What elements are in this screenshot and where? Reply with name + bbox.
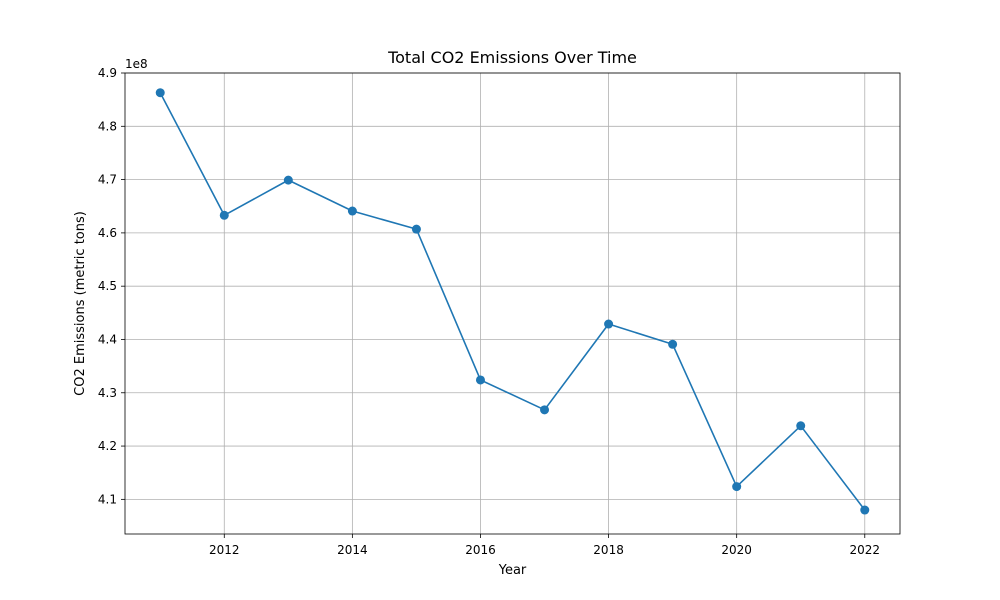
x-tick-label: 2016 [465,543,496,557]
data-point [540,405,550,415]
y-tick-label: 4.9 [98,66,117,80]
x-tick-label: 2020 [721,543,752,557]
data-point [411,224,421,234]
y-tick-label: 4.5 [98,279,117,293]
x-tick-label: 2018 [593,543,624,557]
data-point [475,375,485,385]
y-tick-label: 4.8 [98,119,117,133]
data-point [347,206,357,216]
data-point [283,175,293,185]
y-tick-label: 4.3 [98,386,117,400]
x-tick-label: 2012 [209,543,240,557]
chart-title: Total CO2 Emissions Over Time [387,48,637,67]
data-point [219,210,229,220]
y-tick-label: 4.6 [98,226,117,240]
x-axis-label: Year [498,563,527,578]
plot-frame [124,72,901,535]
y-axis-offset-label: 1e8 [125,57,148,71]
data-point [604,319,614,329]
x-tick-label: 2022 [849,543,880,557]
y-tick-label: 4.2 [98,439,117,453]
data-point [860,505,870,515]
y-tick-label: 4.7 [98,173,117,187]
x-tick-label: 2014 [337,543,368,557]
y-tick-label: 4.1 [98,492,117,506]
grid-lines [125,72,900,534]
data-point [668,339,678,349]
series-line [159,92,866,511]
y-tick-label: 4.4 [98,332,117,346]
axis-ticks: 2012 2014 2016 2018 2020 2022 4.1 4.2 4.3 4.4 4.5 4… [98,66,880,557]
data-point [732,482,742,492]
data-point [796,421,806,431]
y-axis-label: CO2 Emissions (metric tons) [73,211,88,396]
data-point [155,88,165,98]
data-series [155,88,870,515]
